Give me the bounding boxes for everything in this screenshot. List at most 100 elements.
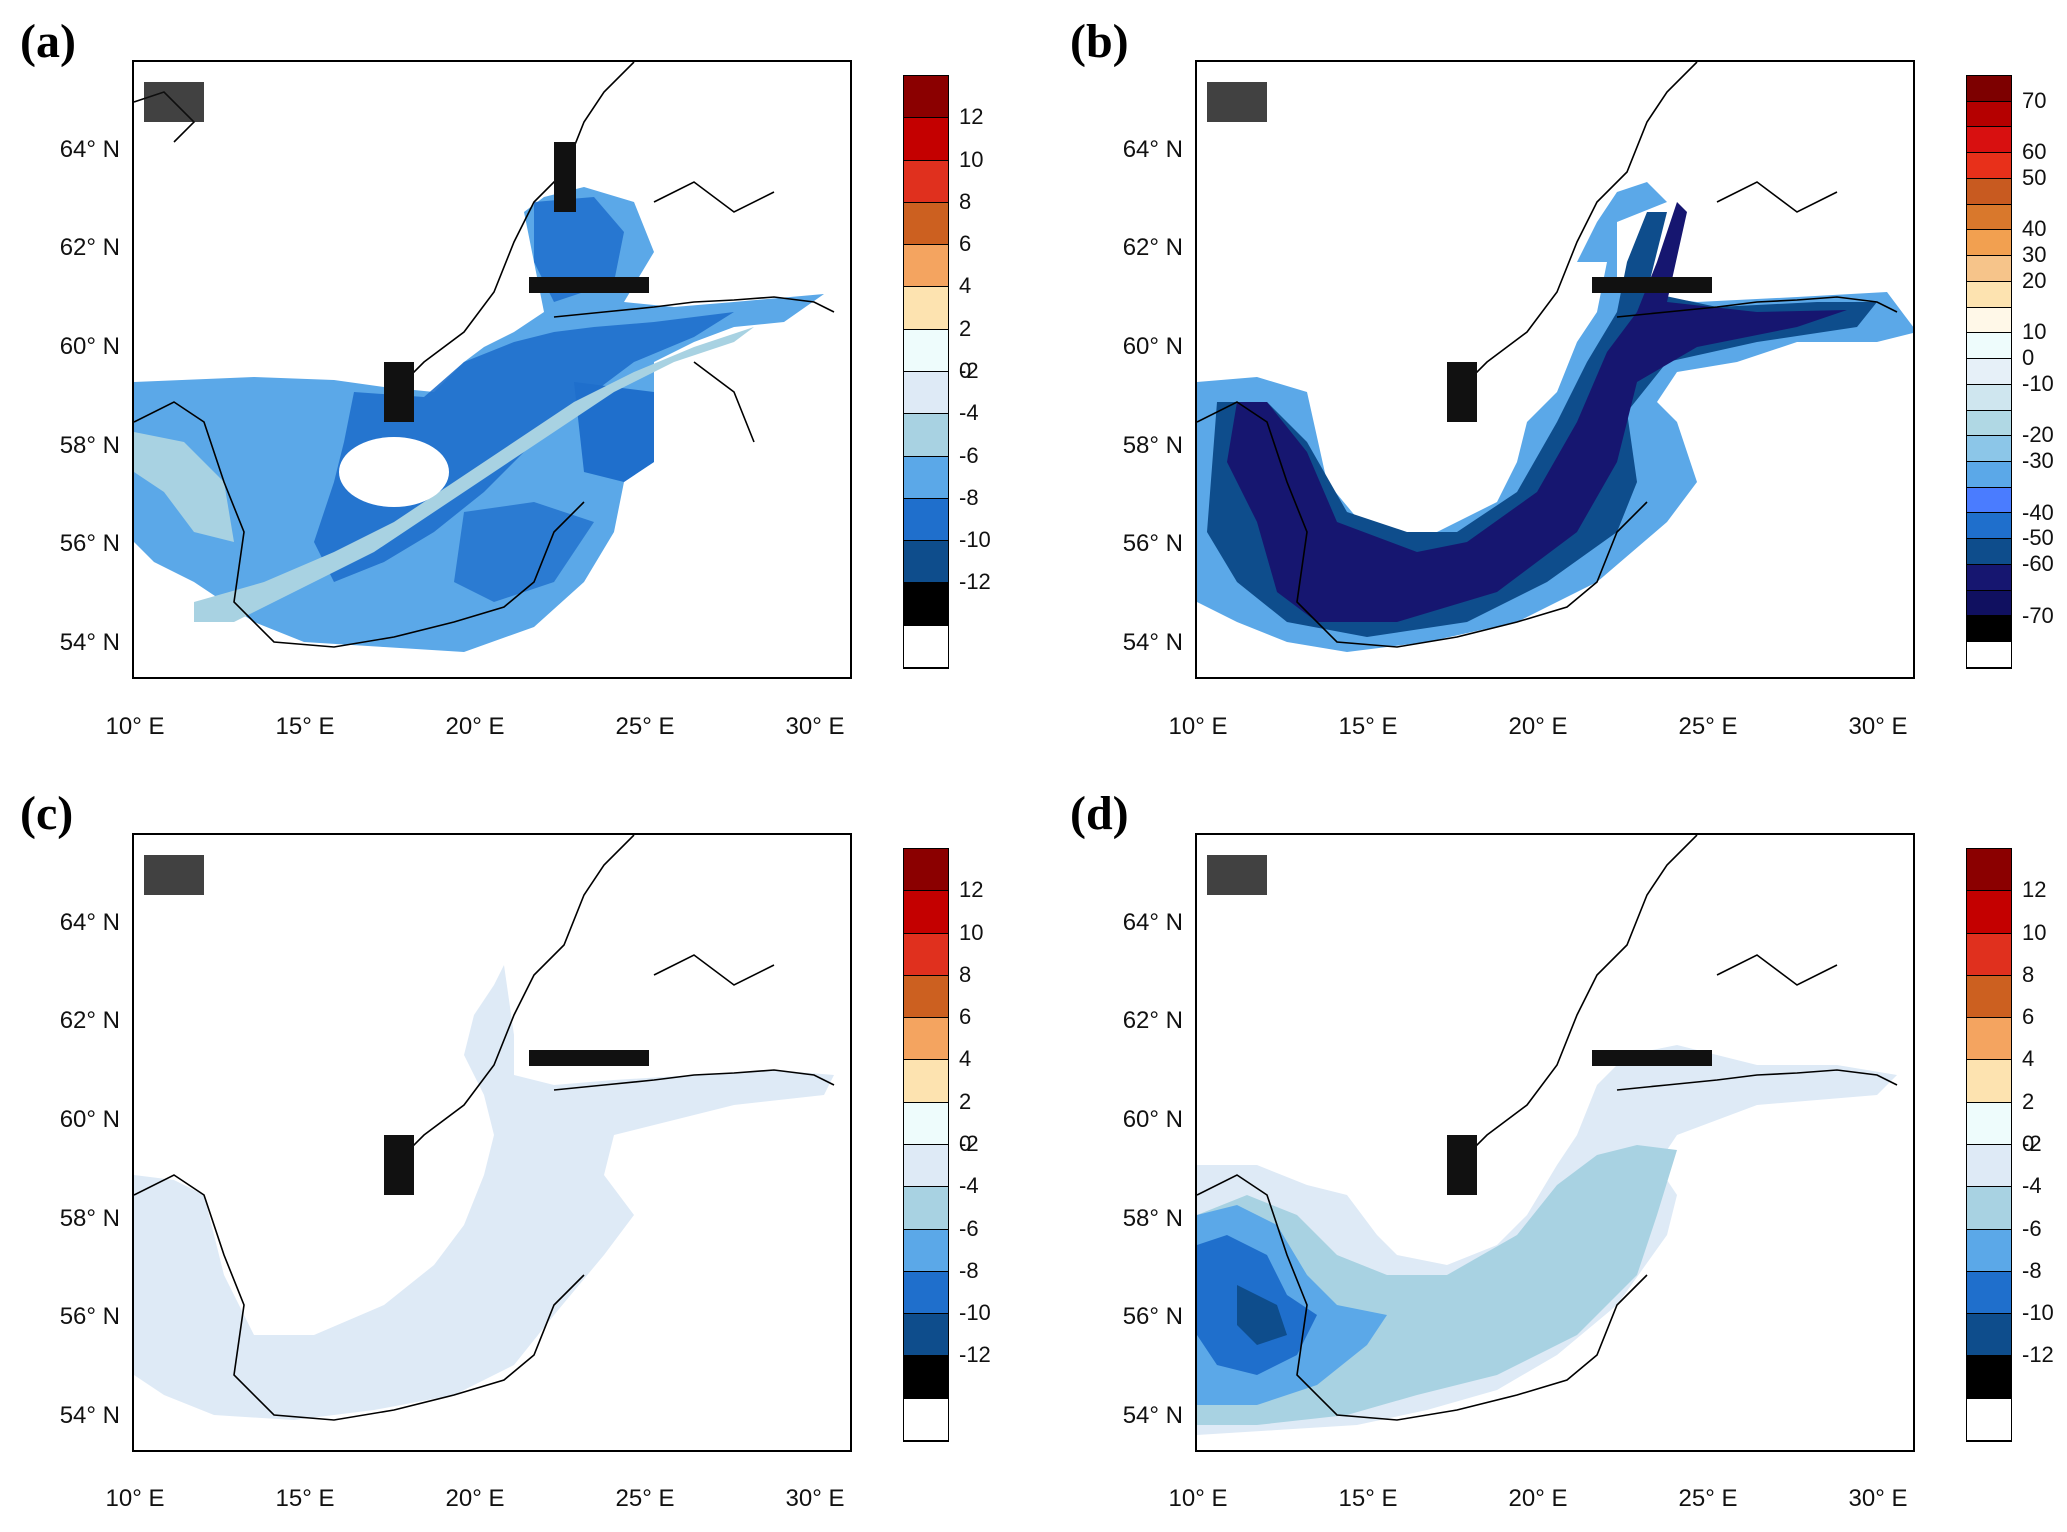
panel-b-lon-tick: 25° E (1678, 713, 1738, 740)
panel-c-field (134, 835, 835, 1421)
colorbar-swatch (904, 933, 948, 976)
panel-c-lon-tick: 20° E (445, 1485, 505, 1512)
colorbar-swatch (1967, 642, 2011, 668)
colorbar-tick-label: -4 (959, 1173, 979, 1199)
colorbar-swatch (904, 287, 948, 330)
panel-b-lon-tick: 20° E (1508, 713, 1568, 740)
colorbar-swatch (1967, 281, 2011, 308)
colorbar-swatch (1967, 127, 2011, 154)
colorbar-tick-label: -2 (2022, 1131, 2042, 1156)
colorbar-swatch (904, 891, 948, 934)
panel-a-lon-tick: 20° E (445, 713, 505, 740)
colorbar-swatch (904, 541, 948, 584)
colorbar-tick-label: 0 (959, 358, 972, 383)
colorbar-swatch (1967, 564, 2011, 591)
panel-c-lat-tick: 54° N (59, 1402, 120, 1429)
colorbar-swatch (904, 1102, 948, 1145)
colorbar-swatch (904, 202, 948, 246)
panel-a-map (132, 60, 852, 679)
colorbar-tick-label: -20 (2022, 422, 2054, 448)
colorbar-tick-label: 4 (959, 1046, 972, 1072)
colorbar-tick-label: 6 (959, 1004, 972, 1030)
colorbar-tick-label: -10 (959, 527, 991, 553)
colorbar-swatch (1967, 307, 2011, 334)
panel-c-label: (c) (20, 787, 74, 840)
colorbar-swatch (904, 625, 948, 668)
colorbar-swatch (904, 456, 948, 499)
colorbar-swatch (1967, 153, 2011, 179)
colorbar-tick-label: -8 (959, 484, 979, 510)
colorbar-tick-label: 0 (2022, 345, 2035, 371)
panel-d-map (1195, 833, 1915, 1452)
panel-a-colorbar (903, 75, 949, 669)
panel-a-label: (a) (20, 15, 76, 68)
colorbar-tick-label: 2 (959, 315, 972, 341)
colorbar-swatch (1967, 76, 2011, 102)
colorbar-swatch (904, 1144, 948, 1188)
panel-c-lon-tick: 25° E (615, 1485, 675, 1512)
colorbar-swatch (1967, 590, 2011, 617)
colorbar-swatch (1967, 1187, 2011, 1230)
panel-a-lon-tick: 25° E (615, 713, 675, 740)
panel-b-lat-tick: 60° N (1122, 333, 1183, 360)
panel-b-lat-tick: 54° N (1122, 629, 1183, 656)
panel-d-lon-tick: 15° E (1338, 1485, 1398, 1512)
colorbar-swatch (1967, 333, 2011, 360)
colorbar-tick-label: 6 (2022, 1004, 2035, 1030)
colorbar-tick-label: -50 (2022, 525, 2054, 551)
colorbar-swatch (1967, 1398, 2011, 1441)
panel-c-lat-tick: 64° N (59, 909, 120, 936)
colorbar-swatch (904, 1271, 948, 1315)
colorbar-tick-label: -6 (959, 1215, 979, 1241)
panel-a-lon-tick: 10° E (105, 713, 165, 740)
colorbar-tick-label: 40 (2022, 216, 2047, 242)
panel-d-lat-tick: 64° N (1122, 909, 1183, 936)
panel-d-lon-tick: 10° E (1168, 1485, 1228, 1512)
colorbar-tick-label: 8 (959, 961, 972, 987)
panel-d-lon-tick: 20° E (1508, 1485, 1568, 1512)
panel-a-lon-tick: 30° E (785, 713, 845, 740)
panel-b-colorbar (1966, 75, 2012, 669)
colorbar-swatch (1967, 1144, 2011, 1188)
colorbar-swatch (1967, 616, 2011, 643)
colorbar-swatch (1967, 1060, 2011, 1103)
panel-d-lon-tick: 30° E (1848, 1485, 1908, 1512)
panel-d-lon-tick: 25° E (1678, 1485, 1738, 1512)
colorbar-swatch (1967, 539, 2011, 565)
colorbar-swatch (904, 975, 948, 1019)
colorbar-tick-label: -2 (959, 358, 979, 383)
colorbar-swatch (1967, 975, 2011, 1019)
colorbar-tick-label: -12 (959, 569, 991, 595)
panel-c-colorbar (903, 848, 949, 1442)
colorbar-tick-label: -10 (959, 1300, 991, 1326)
panel-a-lat-tick: 54° N (59, 629, 120, 656)
colorbar-tick-label: -6 (959, 442, 979, 468)
colorbar-tick-label: -8 (2022, 1257, 2042, 1283)
panel-b-lon-tick: 30° E (1848, 713, 1908, 740)
colorbar-tick-label: 10 (2022, 919, 2047, 945)
colorbar-tick-label: 2 (959, 1088, 972, 1114)
colorbar-swatch (904, 414, 948, 457)
colorbar-swatch (1967, 487, 2011, 514)
colorbar-tick-label: -70 (2022, 602, 2054, 628)
colorbar-swatch (1967, 1271, 2011, 1315)
panel-d-lat-tick: 58° N (1122, 1205, 1183, 1232)
colorbar-swatch (904, 1314, 948, 1357)
colorbar-tick-label: -12 (959, 1342, 991, 1368)
colorbar-swatch (904, 329, 948, 372)
colorbar-tick-label: 30 (2022, 242, 2047, 268)
colorbar-swatch (904, 245, 948, 288)
colorbar-swatch (904, 160, 948, 203)
colorbar-tick-label: 8 (2022, 961, 2035, 987)
colorbar-tick-label: 12 (959, 104, 984, 130)
colorbar-tick-label: 6 (959, 231, 972, 257)
panel-a-lat-tick: 56° N (59, 530, 120, 557)
panel-a-field (134, 62, 835, 652)
panel-d-label: (d) (1070, 787, 1129, 840)
panel-b-lon-tick: 15° E (1338, 713, 1398, 740)
colorbar-swatch (1967, 1102, 2011, 1145)
panel-b-lat-tick: 56° N (1122, 530, 1183, 557)
colorbar-tick-label: 10 (2022, 319, 2047, 345)
panel-c-lon-tick: 10° E (105, 1485, 165, 1512)
colorbar-swatch (1967, 933, 2011, 976)
